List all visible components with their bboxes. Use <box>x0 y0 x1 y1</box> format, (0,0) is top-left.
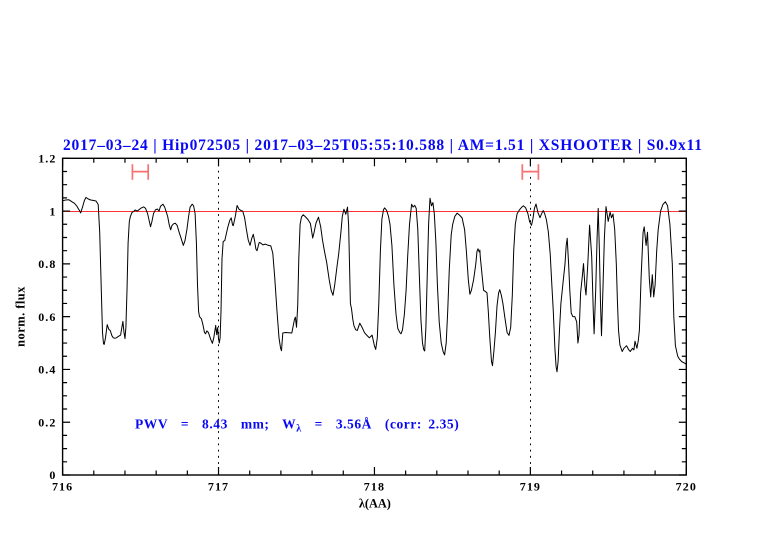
svg-text:λ(AA): λ(AA) <box>359 496 391 511</box>
svg-text:PWV = 8.43 mm; Wλ = 3.56: PWV = 8.43 mm; Wλ = 3.56Å (corr: 2.35) <box>135 417 459 435</box>
svg-text:720: 720 <box>676 479 697 493</box>
svg-text:718: 718 <box>364 479 385 493</box>
svg-text:0.6: 0.6 <box>38 310 56 324</box>
svg-text:0.2: 0.2 <box>38 415 56 429</box>
svg-text:1.2: 1.2 <box>38 152 56 166</box>
svg-text:norm. flux: norm. flux <box>13 286 27 347</box>
svg-text:0: 0 <box>49 468 56 482</box>
svg-text:0.8: 0.8 <box>38 257 56 271</box>
svg-text:2017–03–24 | Hip072505 | 2017–: 2017–03–24 | Hip072505 | 2017–03–25T05:5… <box>63 137 702 154</box>
svg-text:719: 719 <box>520 479 541 493</box>
svg-text:0.4: 0.4 <box>38 363 56 377</box>
svg-text:1: 1 <box>49 204 56 218</box>
svg-text:716: 716 <box>52 479 73 493</box>
svg-text:717: 717 <box>208 479 229 493</box>
